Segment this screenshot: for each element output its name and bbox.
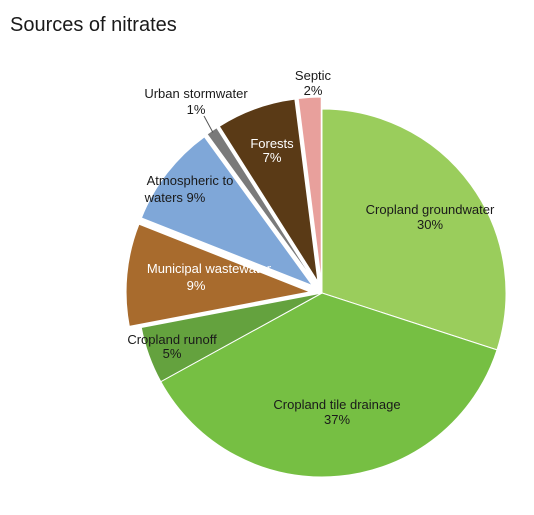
label-urban-stormwater: Urban stormwater 1%: [144, 86, 248, 117]
slice-forests: [218, 98, 319, 282]
label-cropland-runoff: Cropland runoff 5%: [127, 332, 217, 361]
slice-cropland-tile-drainage: [160, 292, 498, 478]
chart-title: Sources of nitrates: [10, 14, 177, 36]
slice-atmospheric-to-waters: [140, 136, 314, 287]
label-cropland-tile-drainage: Cropland tile drainage 37%: [273, 397, 400, 427]
label-septic: Septic 2%: [295, 68, 332, 98]
slice-labels: Cropland groundwater 30% Cropland tile dra…: [127, 68, 495, 427]
label-cropland-groundwater: Cropland groundwater 30%: [366, 202, 495, 232]
slice-municipal-wastewater: [125, 223, 312, 327]
label-municipal-wastewater: Municipal wastewater 9%: [147, 261, 272, 293]
label-forests: Forests 7%: [250, 136, 294, 165]
slice-septic: [297, 96, 322, 282]
label-atmospheric-to-waters: Atmospheric to waters 9%: [144, 173, 234, 205]
pie-slices: [125, 96, 507, 478]
slice-cropland-runoff: [140, 292, 323, 383]
leader-line-urban-stormwater: [203, 115, 214, 133]
leader-lines: [203, 115, 214, 133]
slice-cropland-groundwater: [321, 108, 507, 351]
